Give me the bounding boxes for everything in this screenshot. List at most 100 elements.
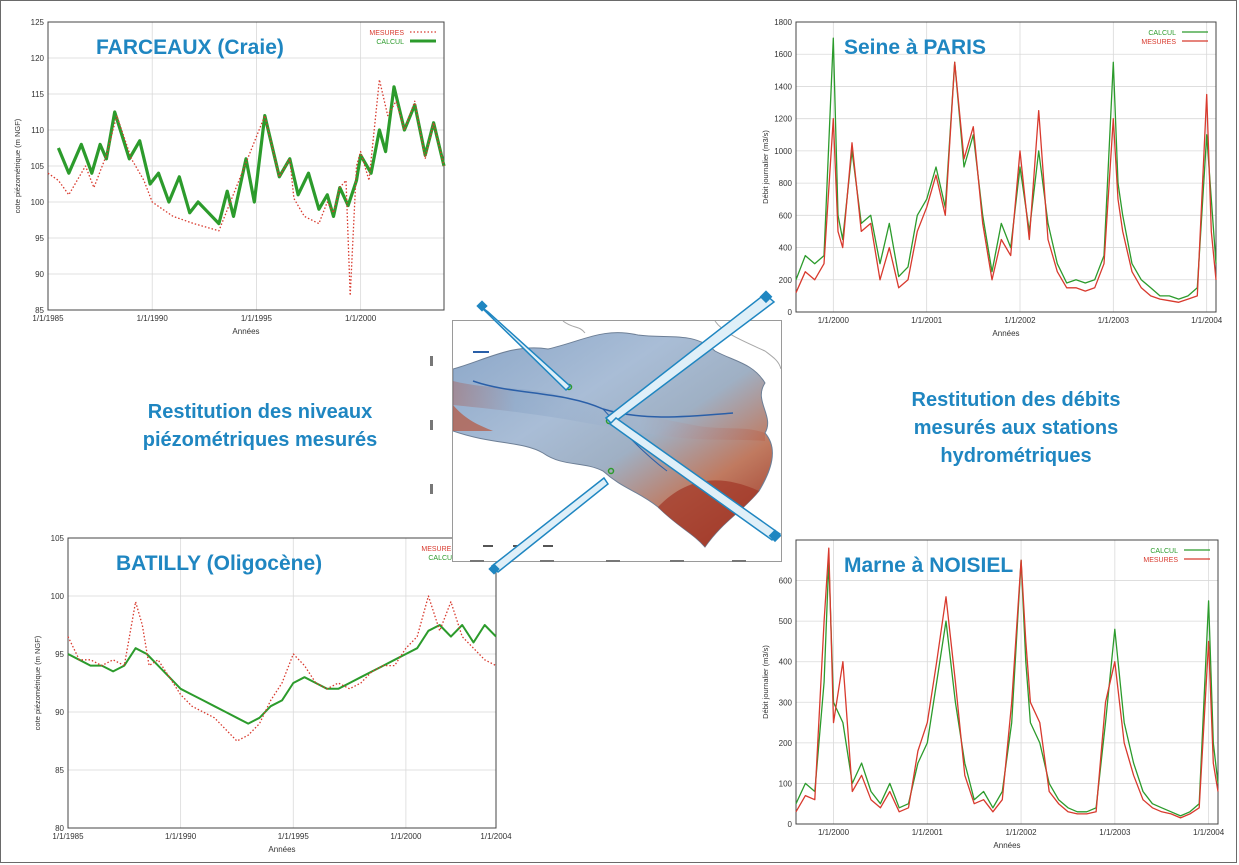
y-tick-label: 600 bbox=[779, 211, 793, 220]
legend-label: MESURES bbox=[1141, 39, 1176, 46]
series-calcul-line bbox=[795, 37, 1217, 300]
series-mesures-line bbox=[795, 61, 1217, 303]
y-tick-label: 85 bbox=[55, 766, 64, 775]
y-tick-label: 200 bbox=[779, 276, 793, 285]
x-tick-label: 1/1/2004 bbox=[1193, 828, 1225, 837]
y-tick-label: 95 bbox=[55, 650, 64, 659]
connector-marne bbox=[608, 417, 782, 541]
legend-label: MESURES bbox=[1143, 557, 1178, 564]
legend-label: CALCUL bbox=[376, 39, 404, 46]
chart-farceaux: 85 90 95 100 105 110 115 120 125 1/1/1985 1/1/1990… bbox=[13, 4, 500, 344]
caption-piezometric-line-2: piézométriques mesurés bbox=[142, 429, 378, 451]
x-tick-label: 1/1/2002 bbox=[1004, 316, 1036, 325]
plot-frame bbox=[795, 21, 1217, 313]
connector-seine bbox=[604, 293, 776, 425]
x-axis-label: Années bbox=[232, 327, 259, 336]
y-tick-label: 600 bbox=[779, 577, 793, 586]
y-tick-label: 800 bbox=[779, 179, 793, 188]
connector-farceaux-tip bbox=[476, 300, 488, 312]
x-tick-label: 1/1/2004 bbox=[1191, 316, 1223, 325]
x-tick-label: 1/1/2003 bbox=[1098, 316, 1130, 325]
y-tick-label: 1600 bbox=[774, 50, 792, 59]
y-tick-label: 1200 bbox=[774, 115, 792, 124]
y-tick-label: 95 bbox=[35, 234, 44, 243]
x-tick-label: 1/1/1990 bbox=[137, 314, 169, 323]
legend-label: MESURES bbox=[369, 30, 404, 37]
x-tick-label: 1/1/1995 bbox=[241, 314, 273, 323]
y-tick-label: 115 bbox=[31, 90, 44, 99]
chart-marne-svg: 0 100 200 300 400 500 600 1/1/2000 1/1/2001 1/1/2… bbox=[761, 539, 1225, 850]
caption-discharge-line-2: mesurés aux stations bbox=[913, 417, 1119, 439]
station-batilly-marker bbox=[607, 467, 615, 475]
y-axis-label: cote piézométrique (m NGF) bbox=[13, 118, 22, 213]
x-tick-label: 1/1/1985 bbox=[32, 314, 64, 323]
y-tick-label: 125 bbox=[31, 18, 45, 27]
y-tick-label: 105 bbox=[51, 534, 65, 543]
series-mesures-line bbox=[795, 547, 1219, 819]
connector-farceaux bbox=[479, 305, 572, 392]
y-tick-label: 100 bbox=[31, 198, 45, 207]
x-axis-label: Années bbox=[268, 845, 295, 854]
legend-label: CALCUL bbox=[1150, 548, 1178, 555]
y-tick-label: 100 bbox=[779, 779, 793, 788]
y-tick-label: 0 bbox=[788, 308, 793, 317]
x-axis-label: Années bbox=[992, 329, 1019, 338]
caption-discharge: Restitution des débits mesurés aux stati… bbox=[846, 386, 1186, 470]
y-tick-label: 0 bbox=[788, 820, 793, 829]
plot-frame bbox=[67, 537, 497, 829]
x-tick-label: 1/1/2002 bbox=[1005, 828, 1037, 837]
connector-marne-tip bbox=[768, 529, 782, 543]
x-tick-label: 1/1/2000 bbox=[818, 316, 850, 325]
y-axis-label: Débit journalier (m3/s) bbox=[761, 645, 770, 719]
caption-piezometric: Restitution des niveaux piézométriques m… bbox=[90, 398, 430, 454]
chart-title: Marne à NOISIEL bbox=[844, 554, 1014, 577]
x-tick-label: 1/1/1985 bbox=[52, 832, 84, 841]
legend-label: CALCUL bbox=[1148, 30, 1176, 37]
chart-seine: 0 200 400 600 800 1000 1200 1400 1600 1800 1/1/200… bbox=[740, 4, 1223, 344]
caption-piezometric-line-1: Restitution des niveaux bbox=[147, 401, 373, 423]
chart-batilly-svg: 80 85 90 95 100 105 1/1/1985 1/1/1990 1/1/1995 1/… bbox=[33, 534, 512, 854]
basin-relief-image bbox=[453, 321, 781, 548]
chart-title: BATILLY (Oligocène) bbox=[116, 552, 323, 575]
x-tick-label: 1/1/1990 bbox=[165, 832, 197, 841]
y-tick-label: 120 bbox=[31, 54, 45, 63]
caption-discharge-line-1: Restitution des débits bbox=[911, 389, 1121, 411]
y-tick-label: 90 bbox=[35, 270, 44, 279]
legend-label: MESURES bbox=[421, 546, 456, 553]
y-tick-label: 200 bbox=[779, 739, 793, 748]
chart-title: Seine à PARIS bbox=[844, 36, 986, 59]
series-calcul-line bbox=[67, 624, 497, 725]
y-tick-label: 400 bbox=[779, 244, 793, 253]
series-calcul-line bbox=[795, 559, 1219, 817]
series-mesures-line bbox=[67, 595, 497, 742]
chart-marne: 0 100 200 300 400 500 600 1/1/2000 1/1/2001 1/1/2… bbox=[740, 532, 1225, 862]
y-tick-label: 110 bbox=[31, 126, 44, 135]
basin-relief-map bbox=[452, 320, 782, 562]
x-tick-label: 1/1/2004 bbox=[480, 832, 512, 841]
series-calcul-line bbox=[56, 85, 446, 226]
y-axis-label: Débit journalier (m3/s) bbox=[761, 130, 770, 204]
y-tick-label: 105 bbox=[31, 162, 45, 171]
series-mesures-line bbox=[47, 78, 445, 297]
x-tick-label: 1/1/1995 bbox=[278, 832, 310, 841]
x-tick-label: 1/1/2000 bbox=[390, 832, 422, 841]
y-tick-label: 80 bbox=[55, 824, 64, 833]
x-tick-label: 1/1/2003 bbox=[1099, 828, 1131, 837]
map-side-ticks bbox=[430, 356, 434, 496]
x-tick-label: 1/1/2001 bbox=[911, 316, 943, 325]
caption-discharge-line-3: hydrométriques bbox=[940, 445, 1092, 467]
y-tick-label: 400 bbox=[779, 658, 793, 667]
chart-seine-svg: 0 200 400 600 800 1000 1200 1400 1600 1800 1/1/200… bbox=[761, 18, 1223, 338]
y-tick-label: 1400 bbox=[774, 82, 792, 91]
x-tick-label: 1/1/2000 bbox=[345, 314, 377, 323]
y-axis-label: cote piézométrique (m NGF) bbox=[33, 635, 42, 730]
chart-farceaux-svg: 85 90 95 100 105 110 115 120 125 1/1/1985 1/1/1990… bbox=[13, 18, 446, 336]
map-bottom-ticks bbox=[470, 560, 770, 564]
legend-label: CALCUL bbox=[428, 555, 456, 562]
y-tick-label: 1800 bbox=[774, 18, 792, 27]
connector-batilly bbox=[490, 476, 610, 574]
x-tick-label: 1/1/2001 bbox=[912, 828, 944, 837]
y-tick-label: 85 bbox=[35, 306, 44, 315]
